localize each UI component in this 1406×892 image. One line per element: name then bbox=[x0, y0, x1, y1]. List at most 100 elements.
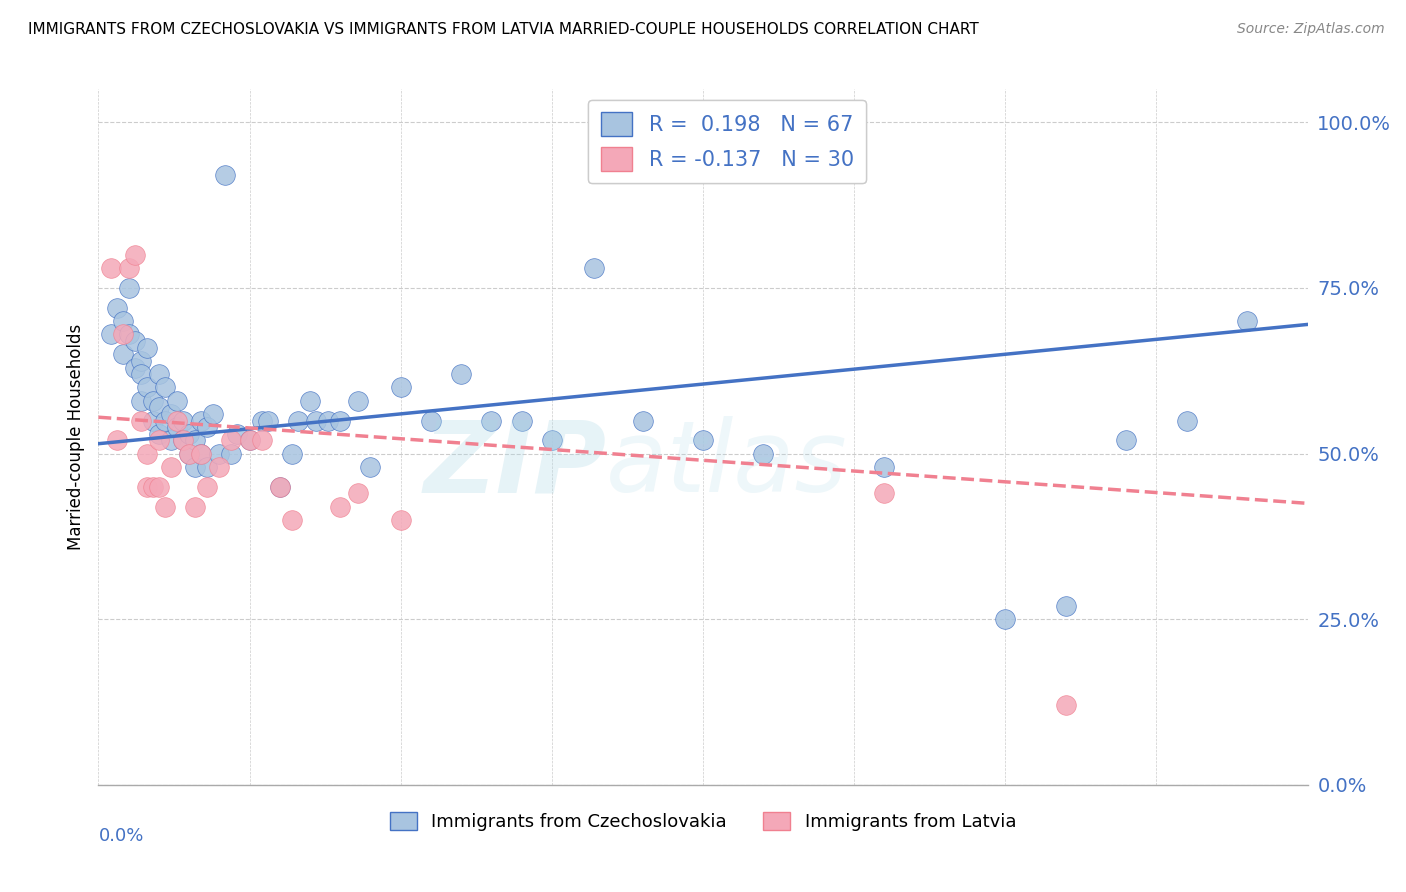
Point bbox=[184, 434, 207, 448]
Point bbox=[1236, 314, 1258, 328]
Point bbox=[142, 480, 165, 494]
Point bbox=[360, 459, 382, 474]
Point bbox=[111, 347, 134, 361]
Point bbox=[481, 413, 503, 427]
Y-axis label: Married-couple Households: Married-couple Households bbox=[66, 324, 84, 550]
Point bbox=[281, 447, 304, 461]
Point bbox=[250, 413, 273, 427]
Point bbox=[1175, 413, 1198, 427]
Point bbox=[994, 612, 1017, 626]
Point bbox=[389, 513, 412, 527]
Point bbox=[305, 413, 328, 427]
Point bbox=[873, 459, 896, 474]
Point bbox=[195, 420, 218, 434]
Point bbox=[239, 434, 262, 448]
Point bbox=[172, 434, 194, 448]
Point bbox=[202, 407, 225, 421]
Point bbox=[124, 334, 146, 348]
Point bbox=[184, 500, 207, 514]
Point bbox=[347, 486, 370, 500]
Point bbox=[129, 393, 152, 408]
Point bbox=[190, 447, 212, 461]
Point bbox=[124, 360, 146, 375]
Text: Source: ZipAtlas.com: Source: ZipAtlas.com bbox=[1237, 22, 1385, 37]
Point bbox=[250, 434, 273, 448]
Point bbox=[166, 420, 188, 434]
Point bbox=[583, 261, 606, 276]
Point bbox=[100, 261, 122, 276]
Point bbox=[269, 480, 291, 494]
Point bbox=[135, 447, 157, 461]
Point bbox=[148, 401, 170, 415]
Point bbox=[179, 447, 201, 461]
Legend: R =  0.198   N = 67, R = -0.137   N = 30: R = 0.198 N = 67, R = -0.137 N = 30 bbox=[588, 100, 866, 183]
Text: ZIP: ZIP bbox=[423, 417, 606, 514]
Text: atlas: atlas bbox=[606, 417, 848, 514]
Point bbox=[692, 434, 714, 448]
Point bbox=[118, 327, 141, 342]
Point bbox=[221, 447, 243, 461]
Point bbox=[111, 314, 134, 328]
Point bbox=[172, 434, 194, 448]
Point bbox=[129, 354, 152, 368]
Point bbox=[100, 327, 122, 342]
Point bbox=[148, 426, 170, 441]
Point bbox=[256, 413, 278, 427]
Point bbox=[148, 367, 170, 381]
Point bbox=[239, 434, 262, 448]
Point bbox=[510, 413, 533, 427]
Point bbox=[184, 459, 207, 474]
Point bbox=[450, 367, 472, 381]
Point bbox=[118, 281, 141, 295]
Point bbox=[179, 447, 201, 461]
Point bbox=[160, 459, 183, 474]
Point bbox=[179, 426, 201, 441]
Point bbox=[166, 413, 188, 427]
Point bbox=[1054, 698, 1077, 713]
Point bbox=[142, 393, 165, 408]
Point bbox=[153, 380, 176, 394]
Point bbox=[873, 486, 896, 500]
Point bbox=[142, 413, 165, 427]
Point bbox=[329, 500, 352, 514]
Point bbox=[135, 341, 157, 355]
Point bbox=[111, 327, 134, 342]
Point bbox=[148, 480, 170, 494]
Point bbox=[420, 413, 443, 427]
Point bbox=[631, 413, 654, 427]
Point bbox=[105, 434, 128, 448]
Point bbox=[160, 407, 183, 421]
Point bbox=[329, 413, 352, 427]
Point bbox=[124, 248, 146, 262]
Point bbox=[105, 301, 128, 315]
Point bbox=[389, 380, 412, 394]
Point bbox=[195, 459, 218, 474]
Text: IMMIGRANTS FROM CZECHOSLOVAKIA VS IMMIGRANTS FROM LATVIA MARRIED-COUPLE HOUSEHOL: IMMIGRANTS FROM CZECHOSLOVAKIA VS IMMIGR… bbox=[28, 22, 979, 37]
Point bbox=[153, 413, 176, 427]
Point bbox=[316, 413, 339, 427]
Point bbox=[135, 480, 157, 494]
Point bbox=[148, 434, 170, 448]
Point bbox=[214, 169, 236, 183]
Point bbox=[118, 261, 141, 276]
Point bbox=[1054, 599, 1077, 613]
Point bbox=[752, 447, 775, 461]
Point bbox=[347, 393, 370, 408]
Point bbox=[269, 480, 291, 494]
Point bbox=[172, 413, 194, 427]
Point bbox=[166, 393, 188, 408]
Point bbox=[190, 413, 212, 427]
Point bbox=[299, 393, 322, 408]
Text: 0.0%: 0.0% bbox=[98, 827, 143, 845]
Point bbox=[226, 426, 249, 441]
Point bbox=[160, 434, 183, 448]
Point bbox=[135, 380, 157, 394]
Point bbox=[221, 434, 243, 448]
Point bbox=[208, 459, 231, 474]
Point bbox=[540, 434, 562, 448]
Point bbox=[195, 480, 218, 494]
Point bbox=[129, 413, 152, 427]
Point bbox=[287, 413, 309, 427]
Point bbox=[208, 447, 231, 461]
Point bbox=[1115, 434, 1137, 448]
